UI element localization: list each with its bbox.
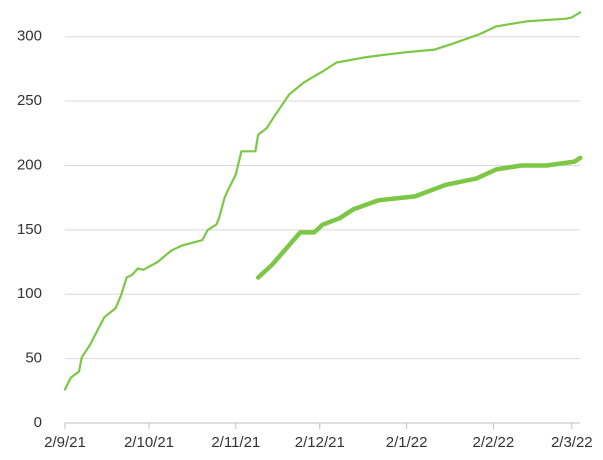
y-tick-label: 300 [17, 28, 42, 45]
series-line [255, 155, 583, 280]
y-tick-label: 0 [34, 414, 42, 431]
x-tick-label: 2/12/21 [295, 434, 345, 451]
y-tick-label: 50 [25, 350, 42, 367]
x-tick-label: 2/3/22 [551, 434, 593, 451]
series-line [63, 11, 582, 391]
y-tick-label: 150 [17, 221, 42, 238]
y-tick-label: 100 [17, 285, 42, 302]
x-tick-label: 2/9/21 [44, 434, 86, 451]
x-tick-label: 2/1/22 [386, 434, 428, 451]
x-tick-label: 2/2/22 [473, 434, 515, 451]
y-tick-label: 200 [17, 156, 42, 173]
x-tick-label: 2/11/21 [211, 434, 260, 451]
y-tick-label: 250 [17, 92, 42, 109]
x-tick-label: 2/10/21 [124, 434, 174, 451]
